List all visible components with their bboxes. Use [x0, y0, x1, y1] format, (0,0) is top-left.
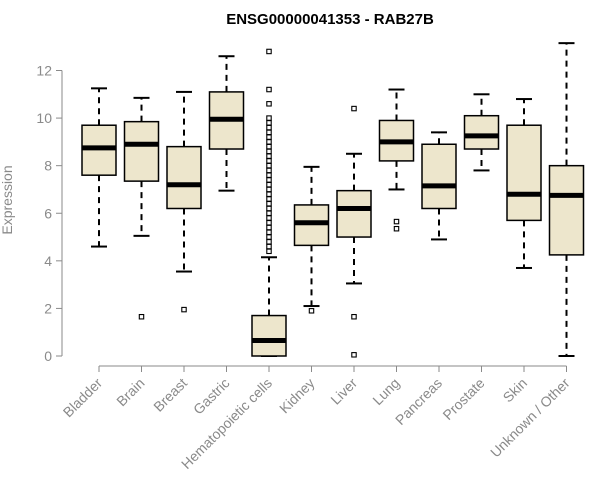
- x-tick-label: Unknown / Other: [487, 375, 573, 461]
- box-group-unknown-other: [548, 42, 585, 357]
- x-tick-label: Breast: [150, 375, 190, 415]
- box-series: [81, 42, 585, 358]
- outlier-point: [266, 220, 272, 226]
- outlier-point: [138, 313, 145, 320]
- box-group-liver: [336, 105, 372, 358]
- outlier-point: [266, 181, 272, 188]
- box-group-skin: [506, 98, 542, 269]
- y-tick-label: 6: [44, 205, 52, 221]
- outlier-point: [266, 234, 272, 240]
- box-group-kidney: [293, 165, 330, 314]
- outlier-point: [393, 218, 400, 225]
- box-group-bladder: [81, 87, 117, 248]
- outlier-point: [266, 162, 272, 169]
- x-tick-label: Bladder: [60, 375, 106, 421]
- outlier-point: [266, 158, 272, 164]
- x-tick-label: Pancreas: [392, 375, 445, 428]
- box-group-hematopoietic-cells: [251, 48, 287, 357]
- x-tick-label: Skin: [500, 375, 531, 406]
- x-tick-label: Brain: [113, 375, 147, 409]
- chart-title: ENSG00000041353 - RAB27B: [226, 11, 434, 28]
- outlier-point: [266, 196, 272, 202]
- outlier-point: [266, 134, 272, 140]
- outlier-point: [266, 139, 272, 145]
- outlier-point: [266, 229, 272, 236]
- outlier-point: [351, 105, 357, 112]
- y-tick-label: 8: [44, 158, 52, 174]
- box: [548, 164, 585, 256]
- x-tick-label: Liver: [327, 375, 360, 408]
- outlier-point: [266, 86, 272, 93]
- outlier-point: [266, 205, 272, 212]
- x-tick-label: Kidney: [276, 375, 318, 417]
- x-tick-label: Prostate: [439, 375, 487, 423]
- y-tick-label: 12: [36, 63, 52, 79]
- outlier-point: [266, 243, 272, 250]
- y-axis: 0 2 4 6 8 10 12: [36, 63, 63, 364]
- box: [123, 120, 160, 182]
- box: [506, 124, 542, 222]
- y-axis-label: Expression: [0, 165, 15, 234]
- outlier-point: [266, 210, 272, 217]
- box-group-pancreas: [421, 131, 457, 241]
- outlier-point: [393, 225, 400, 232]
- y-tick-label: 10: [36, 110, 52, 126]
- box-group-lung: [378, 88, 415, 232]
- outlier-point: [266, 48, 272, 55]
- box: [336, 189, 372, 238]
- outlier-point: [266, 167, 272, 174]
- box-group-brain: [123, 96, 160, 320]
- box-group-gastric: [208, 55, 245, 192]
- box-group-breast: [166, 90, 202, 313]
- outlier-point: [181, 306, 187, 313]
- outlier-point: [266, 248, 272, 255]
- outlier-point: [266, 124, 272, 131]
- box: [251, 314, 287, 357]
- outlier-point: [351, 352, 357, 358]
- outlier-point: [266, 200, 272, 207]
- x-tick-label: Lung: [369, 375, 402, 408]
- outlier-point: [266, 120, 272, 126]
- outlier-point: [266, 172, 272, 178]
- outlier-point: [266, 215, 272, 221]
- y-tick-label: 0: [44, 348, 52, 364]
- outlier-point: [351, 313, 357, 320]
- outlier-point: [266, 224, 272, 231]
- outlier-point: [308, 308, 315, 314]
- outlier-point: [266, 191, 272, 197]
- outlier-point: [266, 129, 272, 136]
- outlier-point: [266, 148, 272, 155]
- outlier-point: [266, 115, 272, 121]
- box: [463, 114, 500, 150]
- outlier-point: [266, 177, 272, 183]
- outlier-point: [266, 239, 272, 245]
- y-tick-label: 4: [44, 253, 52, 269]
- outlier-point: [266, 101, 272, 107]
- outlier-point: [266, 153, 272, 159]
- y-tick-label: 2: [44, 300, 52, 316]
- box-group-prostate: [463, 93, 500, 172]
- box: [421, 143, 457, 210]
- box: [166, 145, 202, 210]
- outlier-point: [266, 143, 272, 150]
- outlier-point: [266, 186, 272, 193]
